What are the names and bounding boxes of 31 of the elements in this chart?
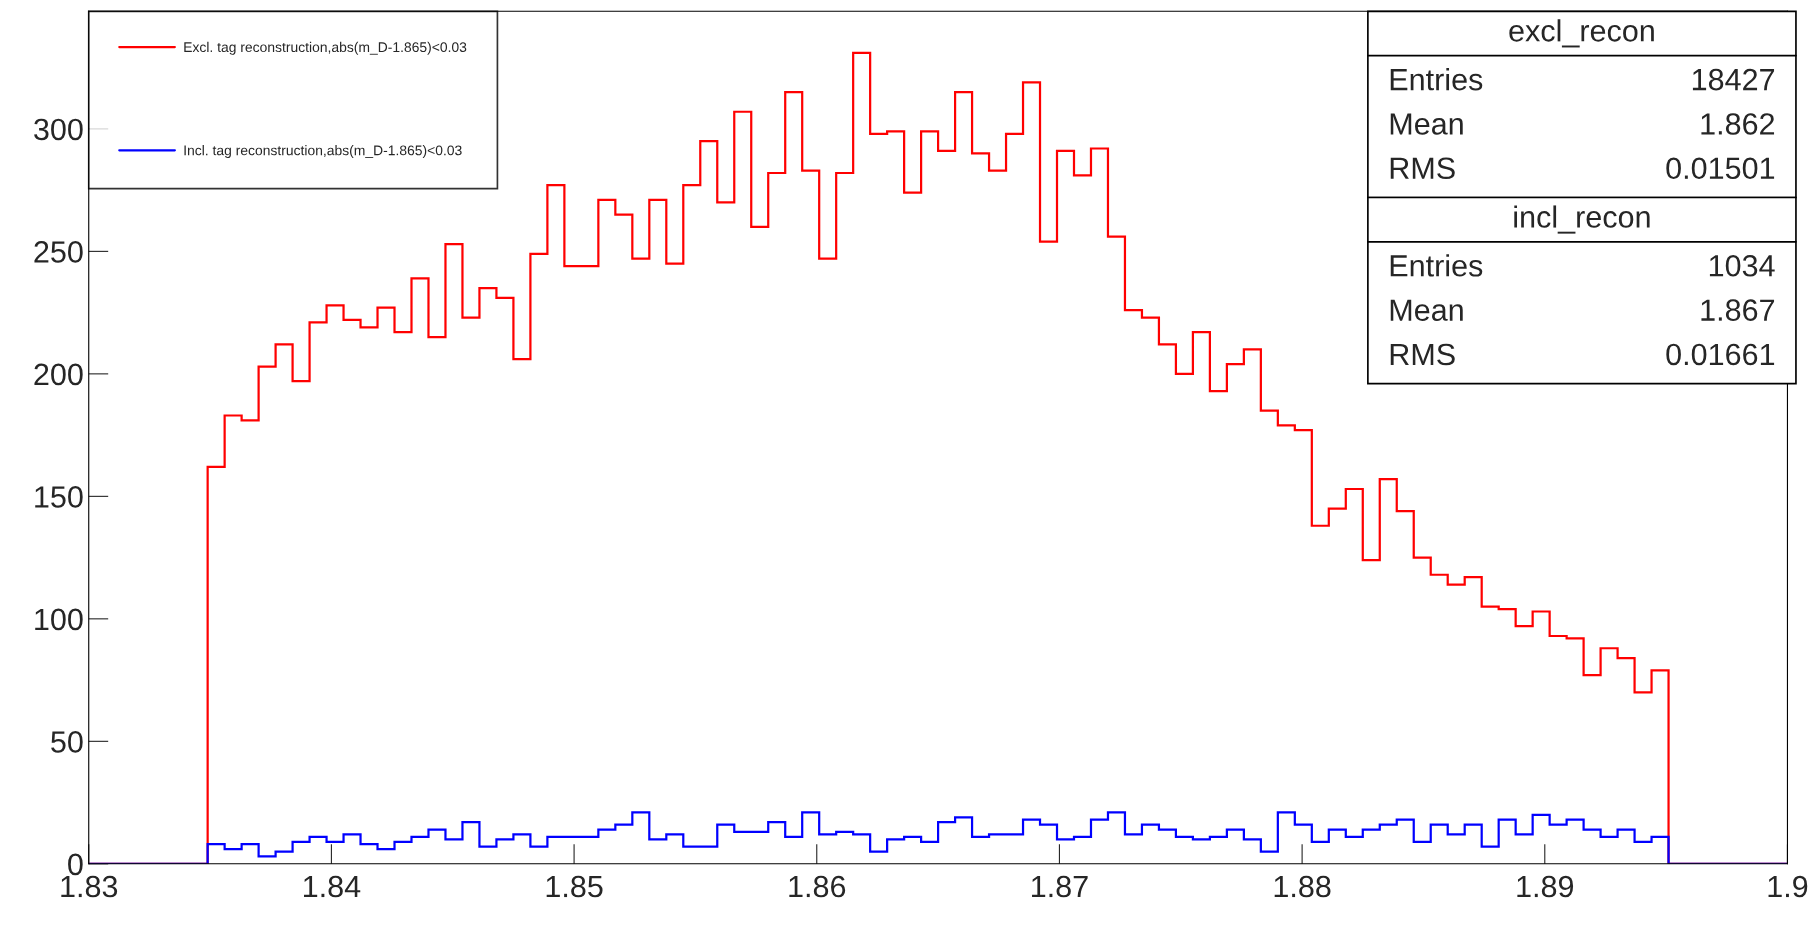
y-tick-label: 100 xyxy=(35,608,83,631)
legend-label: Incl. tag reconstruction,abs(m_D-1.865)<0.03 xyxy=(184,145,462,159)
y-tick-label: 300 xyxy=(34,118,83,141)
y-tick-label: 0 xyxy=(68,853,83,876)
annotation: RMS xyxy=(1390,343,1455,366)
annotation: Entries xyxy=(1390,67,1483,91)
y-tick-label: 250 xyxy=(34,241,83,263)
annotation: 1.867 xyxy=(1701,299,1775,321)
annotation: excl_recon xyxy=(1509,19,1654,48)
legend-label: Excl. tag reconstruction,abs(m_D-1.865)<0.03 xyxy=(184,41,467,55)
annotation: Mean xyxy=(1390,113,1463,135)
x-tick-label: 1.89 xyxy=(1517,875,1574,898)
annotation: 18427 xyxy=(1692,68,1775,91)
annotation: 0.01661 xyxy=(1666,343,1775,366)
annotation: RMS xyxy=(1390,157,1455,180)
annotation: incl_recon xyxy=(1514,205,1650,234)
x-tick-label: 1.9 xyxy=(1768,875,1808,898)
x-tick-label: 1.86 xyxy=(789,875,846,898)
x-tick-label: 1.84 xyxy=(304,875,361,898)
y-tick-label: 50 xyxy=(51,731,83,753)
y-tick-label: 200 xyxy=(34,363,83,386)
y-tick-label: 150 xyxy=(35,486,83,508)
annotation: 1.862 xyxy=(1701,113,1775,135)
annotation: Entries xyxy=(1390,254,1483,277)
annotation: 0.01501 xyxy=(1666,157,1775,180)
x-tick-label: 1.88 xyxy=(1274,875,1331,898)
x-tick-label: 1.85 xyxy=(546,875,603,898)
annotation: Mean xyxy=(1390,299,1463,321)
annotation: 1034 xyxy=(1709,254,1775,277)
x-tick-label: 1.87 xyxy=(1032,875,1088,898)
x-tick-label: 1.83 xyxy=(61,875,118,898)
